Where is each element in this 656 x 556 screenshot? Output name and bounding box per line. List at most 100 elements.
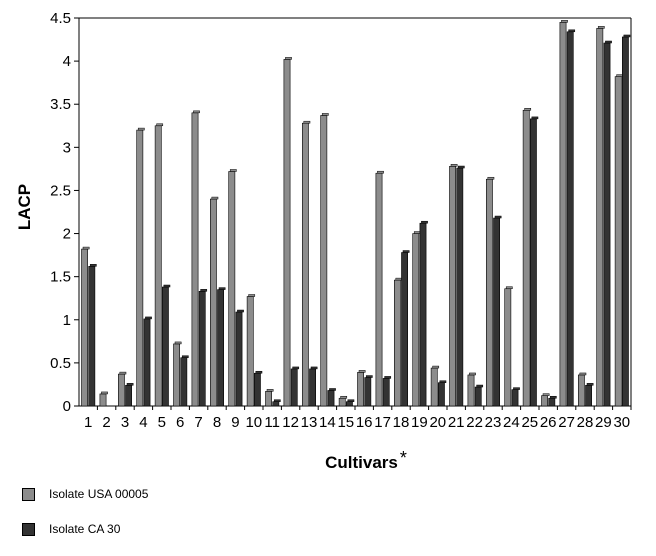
- bar-series-usa: [504, 288, 512, 407]
- legend-label-usa: Isolate USA 00005: [49, 487, 149, 501]
- bar-series-usa-top: [524, 108, 532, 111]
- bar-series-usa-top: [101, 391, 108, 395]
- bar-series-usa-top: [156, 123, 164, 127]
- bar-series-ca: [474, 386, 482, 407]
- bar-series-usa-top: [432, 365, 440, 369]
- bar-series-usa: [154, 125, 162, 407]
- bar-series-usa-top: [321, 113, 329, 116]
- legend-swatch-ca: [22, 522, 35, 536]
- bar-series-ca-top: [568, 29, 576, 33]
- y-tick-label: 0: [63, 398, 71, 415]
- y-tick-label: 3.5: [50, 96, 71, 113]
- bar-series-ca-top: [89, 264, 97, 267]
- bar-series-ca: [364, 377, 372, 407]
- x-tick-label: 20: [429, 414, 446, 431]
- bar-series-usa: [449, 166, 456, 407]
- bar-series-ca-top: [255, 370, 263, 374]
- bar-series-ca: [603, 42, 611, 407]
- y-tick-label: 1.5: [50, 269, 71, 286]
- x-tick-label: 18: [393, 414, 410, 431]
- bar-series-ca: [345, 401, 353, 407]
- legend-swatch-usa: [22, 487, 35, 501]
- bar-series-ca: [254, 372, 261, 407]
- x-tick-label: 21: [448, 414, 465, 431]
- bar-series-usa: [614, 76, 622, 407]
- bar-series-ca-top: [531, 116, 539, 120]
- y-tick-label: 4.5: [50, 10, 71, 27]
- bar-chart: 00.511.522.533.544.51 2 3 4 5 6 7 8 9 10 11 12 13 14 1…: [15, 10, 632, 472]
- x-tick-label: 15: [337, 414, 354, 431]
- y-tick-label: 1: [63, 312, 71, 329]
- bar-series-ca: [198, 291, 206, 407]
- x-axis-title: Cultivars *: [325, 448, 407, 472]
- bar-series-ca: [566, 31, 574, 407]
- bar-series-usa: [357, 372, 364, 407]
- bar-series-ca-top: [218, 287, 226, 290]
- bar-series-ca-top: [384, 376, 392, 379]
- bar-series-usa: [81, 248, 88, 407]
- bar-series-ca: [272, 401, 280, 407]
- bar-series-usa-top: [450, 164, 458, 167]
- bar-series-usa-top: [303, 120, 311, 124]
- bar-series-ca: [548, 397, 556, 407]
- bar-series-usa-top: [340, 395, 348, 399]
- bar-series-usa-top: [248, 294, 256, 297]
- bar-series-usa: [246, 296, 254, 407]
- bar-series-usa: [375, 172, 383, 407]
- bar-series-usa: [559, 22, 567, 407]
- x-tick-label: 19: [411, 414, 428, 431]
- x-tick-label: 2: [102, 414, 110, 431]
- x-tick-label: 22: [466, 414, 483, 431]
- bar-series-ca: [621, 36, 629, 407]
- bar-series-ca: [180, 357, 188, 407]
- x-tick-label: 9: [231, 414, 239, 431]
- x-tick-label: 16: [356, 414, 373, 431]
- bar-series-usa: [173, 343, 180, 407]
- bar-series-ca-top: [457, 165, 465, 169]
- bar-series-ca-top: [421, 220, 428, 224]
- x-tick-label: 27: [558, 414, 575, 431]
- bar-series-usa-top: [285, 57, 292, 60]
- x-axis-title-suffix: *: [400, 448, 407, 468]
- legend-item-usa: Isolate USA 00005: [22, 486, 148, 502]
- bar-series-ca-top: [163, 284, 171, 288]
- bar-series-usa-top: [119, 371, 127, 375]
- bar-series-usa: [522, 109, 530, 407]
- bar-series-usa-top: [211, 196, 219, 200]
- bar-series-ca: [437, 382, 445, 407]
- bar-series-usa: [210, 198, 217, 407]
- x-tick-label: 12: [282, 414, 299, 431]
- y-tick-label: 2.5: [50, 182, 71, 199]
- y-tick-label: 0.5: [50, 355, 71, 372]
- x-tick-label: 24: [503, 414, 520, 431]
- bar-series-usa-top: [193, 110, 200, 114]
- bar-series-usa-top: [579, 372, 587, 376]
- x-tick-label: 4: [139, 414, 147, 431]
- bar-series-usa-top: [266, 389, 274, 392]
- x-tick-label: 23: [485, 414, 502, 431]
- legend: Isolate USA 00005 Isolate CA 30: [22, 486, 148, 556]
- bar-series-ca-top: [605, 40, 612, 44]
- bar-series-usa-top: [229, 169, 237, 172]
- bar-series-ca: [511, 389, 519, 407]
- bar-series-usa-top: [377, 170, 384, 174]
- bar-series-ca: [585, 385, 592, 407]
- x-tick-label: 1: [84, 414, 92, 431]
- bar-series-usa-top: [413, 231, 421, 234]
- bar-series-usa-top: [561, 20, 568, 23]
- x-tick-label: 5: [158, 414, 166, 431]
- bar-series-ca: [529, 118, 537, 407]
- bar-series-ca: [309, 368, 316, 407]
- x-tick-label: 30: [613, 414, 630, 431]
- bar-series-ca-top: [292, 366, 300, 370]
- bar-series-ca-top: [439, 380, 447, 383]
- bar-series-ca: [125, 385, 132, 407]
- bar-series-ca-top: [273, 399, 281, 402]
- bar-series-ca-top: [494, 215, 502, 219]
- y-tick-label: 2: [63, 226, 71, 243]
- bar-series-ca: [382, 378, 390, 407]
- x-axis-title-text: Cultivars: [325, 453, 398, 472]
- bar-series-ca-top: [347, 399, 355, 402]
- bar-series-usa-top: [82, 246, 90, 250]
- bar-series-ca: [419, 222, 427, 407]
